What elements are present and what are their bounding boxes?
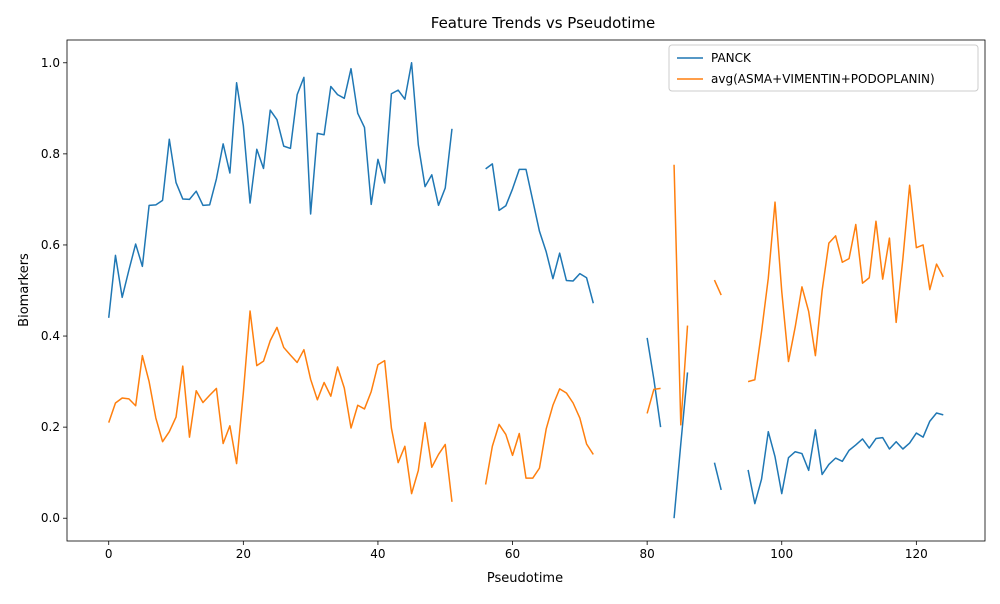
y-tick-label: 1.0 (41, 56, 60, 70)
y-tick-label: 0.8 (41, 147, 60, 161)
y-axis: 0.0 0.2 0.4 0.6 0.8 1.0 (41, 56, 67, 525)
y-tick-label: 0.4 (41, 329, 60, 343)
legend: PANCK avg(ASMA+VIMENTIN+PODOPLANIN) (668, 44, 979, 92)
chart-title: Feature Trends vs Pseudotime (431, 14, 655, 32)
series-1-line-segment-5 (747, 184, 944, 383)
x-tick-label: 0 (105, 547, 113, 561)
series-1-line-segment-3 (673, 164, 689, 426)
x-tick-label: 60 (505, 547, 520, 561)
series-1-line-segment-0 (108, 310, 453, 502)
series-1-line-segment-4 (713, 279, 722, 296)
series-0-line-segment-1 (485, 163, 595, 304)
x-tick-label: 40 (370, 547, 385, 561)
x-tick-label: 20 (236, 547, 251, 561)
plot-area (107, 62, 944, 519)
y-tick-label: 0.6 (41, 238, 60, 252)
x-axis-label: Pseudotime (487, 571, 563, 586)
y-tick-label: 0.2 (41, 420, 60, 434)
axes-frame (66, 39, 986, 542)
series-1-line-segment-2 (646, 387, 661, 414)
series-1 (108, 164, 944, 502)
x-tick-label: 100 (770, 547, 793, 561)
y-axis-label: Biomarkers (17, 253, 32, 327)
axes-border (66, 39, 986, 542)
legend-label-1: avg(ASMA+VIMENTIN+PODOPLANIN) (711, 72, 935, 86)
series-0-line-segment-5 (747, 412, 944, 505)
series-0-line-segment-0 (107, 62, 453, 318)
series-0-line-segment-3 (673, 372, 689, 519)
x-tick-label: 80 (640, 547, 655, 561)
legend-label-0: PANCK (711, 51, 752, 65)
series-0 (107, 62, 944, 519)
legend-box (668, 44, 979, 92)
y-tick-label: 0.0 (41, 511, 60, 525)
x-tick-label: 120 (905, 547, 928, 561)
series-0-line-segment-4 (713, 462, 722, 491)
series-1-line-segment-1 (484, 388, 594, 485)
series-0-line-segment-2 (646, 337, 662, 428)
x-axis: 0 20 40 60 80 100 120 (105, 541, 928, 561)
